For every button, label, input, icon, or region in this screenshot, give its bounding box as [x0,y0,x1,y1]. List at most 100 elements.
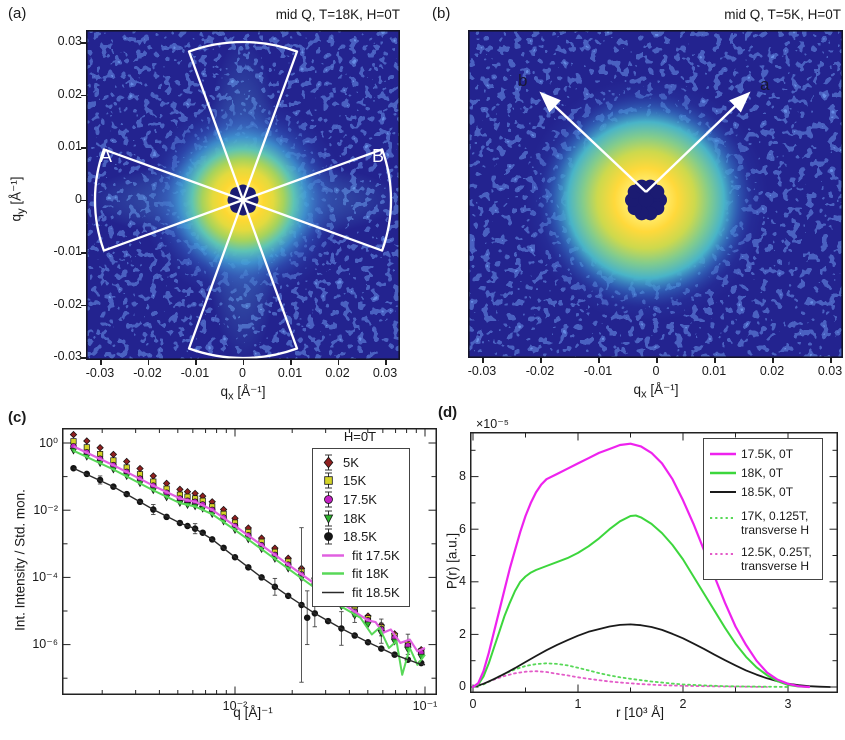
panel-a-title: mid Q, T=18K, H=0T [275,7,400,22]
d-axis-ticks [471,433,837,692]
b-x-tick: -0.02 [525,364,555,378]
b-x-tick: 0 [652,364,660,378]
legend-label: 17.5K [343,491,377,507]
sector-outlines [93,40,393,360]
panel-d-label: (d) [438,404,458,421]
legend-label: 18.5K [343,529,377,545]
circle-marker-icon [324,491,333,508]
d-curve-18.5K, 0T [472,623,831,688]
legend-label: fit 17.5K [352,547,400,563]
panel-c-legend: 5K 15K 17.5K 18K 18.5K fit 17.5K fit 18K [312,448,410,607]
d-plot-frame [470,432,838,693]
a-x-tick: 0.03 [372,366,398,380]
axis-tick-mark [81,357,86,359]
map-b-frame [468,30,843,358]
legend-label: transverse H [741,523,810,538]
d-y-scale-note: ×10⁻⁵ [476,417,509,431]
legend-label: 18K [343,510,367,526]
b-x-tick: 0.03 [817,364,843,378]
axis-a-arrow-label: a [760,75,770,94]
axis-tick-mark [385,360,387,365]
axis-label-text: q [220,384,228,399]
d-x-tick: 3 [784,697,792,711]
axis-label-unit: [Å⁻¹] [8,176,24,209]
legend-item: 17.5K, 0T [710,444,819,463]
legend-label: 18.5K, 0T [741,484,794,499]
d-x-tick: 1 [574,697,582,711]
a-y-tick: 0 [75,191,82,206]
square-marker-icon [324,472,333,489]
c-plot-frame [62,428,437,695]
sector-A [93,148,245,252]
dotted-line-marker-icon [710,517,736,519]
axis-label-unit: [Å⁻¹] [646,382,679,397]
axis-tick-mark [81,252,86,254]
axis-tick-mark [100,360,102,365]
a-x-tick: -0.01 [180,366,210,380]
d-curve-18K, 0T [472,514,810,688]
b-x-tick: -0.03 [467,364,497,378]
line-marker-icon [322,572,344,576]
axis-tick-mark [290,360,292,365]
a-y-tick: -0.01 [53,244,83,258]
legend-label: 5K [343,454,359,470]
sector-top [187,40,299,202]
panel-b-title: mid Q, T=5K, H=0T [724,7,841,22]
legend-label: 17.5K, 0T [741,446,794,461]
axis-label-sub: y [15,208,28,214]
legend-item: fit 18.5K [321,583,407,602]
a-x-tick: 0.01 [277,366,303,380]
sector-b-label: B [372,146,384,166]
d-y-tick: 6 [459,521,466,536]
c-y-tick: 10⁻² [33,503,58,517]
a-y-tick: 0.01 [57,139,82,153]
a-y-tick: 0.03 [57,34,82,48]
panel-a-label: (a) [8,5,27,22]
legend-item: 15K [321,472,407,491]
axis-tick-mark [656,358,658,363]
axis-tick-mark [81,147,86,149]
triangle-down-marker-icon [323,510,334,527]
legend-item: 17K, 0.125T, transverse H [710,509,819,537]
legend-item: 18.5K [321,527,407,546]
axis-b-arrow-label: b [518,71,527,90]
axis-tick-mark [147,360,149,365]
axis-label-unit: [Å⁻¹] [233,384,266,399]
axis-tick-mark [598,358,600,363]
legend-item: 5K [321,453,407,472]
b-x-tick: -0.01 [583,364,613,378]
a-x-tick: -0.03 [85,366,115,380]
axis-tick-mark [81,94,86,96]
c-x-axis-label: q [Å]⁻¹ [233,705,273,720]
b-x-tick: 0.02 [759,364,785,378]
legend-item: 17.5K [321,490,407,509]
axis-tick-mark [482,358,484,363]
sector-a-label: A [100,146,112,166]
d-y-tick: 4 [459,574,466,588]
pair-distance-distribution-plot [470,432,838,693]
d-x-axis-label: r [10³ Å] [615,705,665,720]
sans-map-5K: b a [468,30,843,358]
a-y-tick: -0.02 [53,296,83,311]
axis-tick-mark [242,360,244,365]
beamstop-b-icon [625,179,667,221]
c-y-tick: 10⁻⁶ [32,637,58,651]
legend-item: 18K [321,509,407,528]
legend-item: 18K, 0T [710,463,819,482]
d-y-tick: 2 [459,626,466,641]
axis-tick-mark [830,358,832,363]
d-y-tick: 0 [459,679,466,693]
legend-item: 12.5K, 0.25T, transverse H [710,545,819,573]
legend-item: 18.5K, 0T [710,482,819,501]
panel-b-label: (b) [432,5,451,22]
sector-B [241,148,393,252]
legend-label: 18K, 0T [741,465,784,480]
axis-tick-mark [81,42,86,44]
a-x-tick: 0 [239,366,246,380]
d-curve-12.5K, 0.25T, [472,670,768,688]
axis-a-arrow-icon [645,91,751,193]
axis-label-sub: x [641,388,647,401]
legend-label: 12.5K, 0.25T, [741,545,812,560]
d-x-tick: 0 [469,697,477,711]
